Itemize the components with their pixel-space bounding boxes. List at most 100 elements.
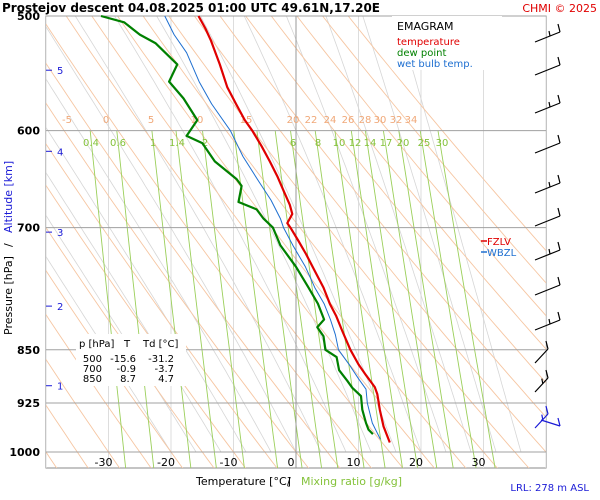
mixing-ratio-label: 12 xyxy=(349,138,362,149)
altitude-tick-label: 1 xyxy=(57,382,63,393)
wind-barb-staff xyxy=(534,64,561,76)
mixing-ratio-label: 8 xyxy=(315,138,321,149)
dry-adiabat-label: -5 xyxy=(62,115,72,126)
dry-adiabat xyxy=(46,269,184,468)
mixing-ratio-label: 0.4 xyxy=(83,138,99,149)
wind-barb xyxy=(534,311,561,331)
y-axis-title-altitude: Altitude [km] xyxy=(2,161,15,233)
mixing-ratio-line xyxy=(151,130,192,468)
wind-barb-staff xyxy=(534,377,549,393)
mixing-ratio-line xyxy=(274,130,323,468)
wind-barb-flag xyxy=(548,248,551,255)
y-tick-label: 700 xyxy=(17,222,40,235)
wind-barb-flag xyxy=(548,318,551,325)
table-cell: -15.6 xyxy=(110,354,136,365)
wind-barbs xyxy=(534,23,561,429)
wind-barb-flag xyxy=(557,94,561,104)
moist-adiabat xyxy=(362,16,497,453)
moist-adiabat xyxy=(46,255,172,453)
wind-barb-staff xyxy=(534,319,561,331)
dry-adiabat xyxy=(91,16,435,468)
table-header-td: Td [°C] xyxy=(142,339,179,350)
dew-point-line xyxy=(100,14,374,435)
wind-barb xyxy=(534,56,561,76)
y-tick-label: 600 xyxy=(17,125,40,138)
dry-adiabat xyxy=(245,16,546,384)
altitude-tick-label: 2 xyxy=(57,302,63,313)
wind-barb-flag xyxy=(557,207,561,217)
mixing-ratio-label: 1 xyxy=(150,138,156,149)
summary-table: p [hPa] T Td [°C] 500 -15.6 -31.2 700 -0… xyxy=(76,334,186,386)
x-axis-title-mixing: Mixing ratio [g/kg] xyxy=(301,475,402,488)
dry-adiabat-label: 28 xyxy=(359,115,372,126)
mixing-ratio-label: 10 xyxy=(333,138,346,149)
moist-adiabat xyxy=(243,16,422,453)
wet-bulb-line xyxy=(164,15,381,440)
table-cell: -31.2 xyxy=(148,354,174,365)
chart-header-title: Prostejov descent 04.08.2025 01:00 UTC 4… xyxy=(2,1,380,15)
x-tick-label: 20 xyxy=(409,456,423,469)
y-axis-title-pressure: Pressure [hPa] xyxy=(2,256,15,335)
table-header-p: p [hPa] xyxy=(79,339,114,350)
x-tick-label: -20 xyxy=(157,456,175,469)
temperature-line xyxy=(197,15,391,443)
moist-adiabat xyxy=(285,16,447,453)
dry-adiabat xyxy=(46,102,310,468)
mixing-ratio-line xyxy=(382,130,438,468)
moist-adiabat xyxy=(74,16,322,453)
dry-adiabat xyxy=(46,358,121,468)
wind-barb xyxy=(534,23,561,43)
dry-adiabat-label: 22 xyxy=(305,115,318,126)
wind-barb-flag xyxy=(545,340,549,350)
dry-adiabat-lines xyxy=(0,0,546,483)
wind-barb-flag xyxy=(557,417,561,427)
wind-barb-staff xyxy=(534,31,561,43)
wind-barb xyxy=(534,369,549,393)
wind-barb xyxy=(534,134,561,154)
mixing-ratio-label: 6 xyxy=(290,138,296,149)
x-axis-ticks: -30 -20 -10 0 10 20 30 xyxy=(95,456,486,469)
mixing-ratio-label: 1.4 xyxy=(169,138,185,149)
dry-adiabat-label: 30 xyxy=(374,115,387,126)
mixing-ratio-line xyxy=(350,130,403,468)
dry-adiabat xyxy=(0,0,35,483)
wind-barb-staff xyxy=(534,215,561,227)
mixing-ratio-labels: 0.4 0.6 1 1.4 2 6 8 10 12 14 17 20 25 30 xyxy=(83,138,448,149)
wind-barb xyxy=(534,276,561,296)
wind-barb-flag xyxy=(557,23,561,33)
dry-adiabat xyxy=(142,16,498,468)
wind-barb-flag xyxy=(557,56,561,66)
legend-title: EMAGRAM xyxy=(397,20,454,33)
table-cell: 500 xyxy=(83,354,102,365)
dry-adiabat xyxy=(116,16,467,468)
moist-adiabat xyxy=(396,16,522,453)
x-tick-label: -30 xyxy=(95,456,113,469)
mixing-ratio-line xyxy=(437,130,496,468)
table-cell: 850 xyxy=(83,374,102,385)
mixing-ratio-line xyxy=(314,130,365,468)
legend-temperature: temperature xyxy=(397,37,460,48)
mixing-ratio-line xyxy=(419,130,477,468)
dry-adiabat-label: 0 xyxy=(103,115,109,126)
moist-adiabat xyxy=(156,16,372,453)
wind-barb-flag xyxy=(557,311,561,321)
table-cell: -0.9 xyxy=(116,364,136,375)
wind-barb-flag xyxy=(545,369,549,379)
wind-barb-staff xyxy=(534,413,549,429)
altitude-ticks: 1 2 3 4 5 xyxy=(46,66,63,393)
fzlv-label: FZLV xyxy=(487,237,511,248)
table-cell: -3.7 xyxy=(154,364,174,375)
wind-barb xyxy=(534,174,561,194)
dry-adiabat xyxy=(193,16,546,453)
moist-adiabat xyxy=(46,171,222,453)
dry-adiabat xyxy=(219,16,546,418)
dry-adiabat xyxy=(322,16,546,284)
wind-barb-flag xyxy=(545,405,549,415)
dry-adiabat-label: 5 xyxy=(148,115,154,126)
mixing-ratio-line xyxy=(116,130,155,468)
wind-barb-flag xyxy=(548,30,551,37)
dry-adiabat xyxy=(168,16,530,468)
table-cell: 4.7 xyxy=(158,374,174,385)
table-cell: 8.7 xyxy=(120,374,136,385)
table-header-t: T xyxy=(123,339,131,350)
